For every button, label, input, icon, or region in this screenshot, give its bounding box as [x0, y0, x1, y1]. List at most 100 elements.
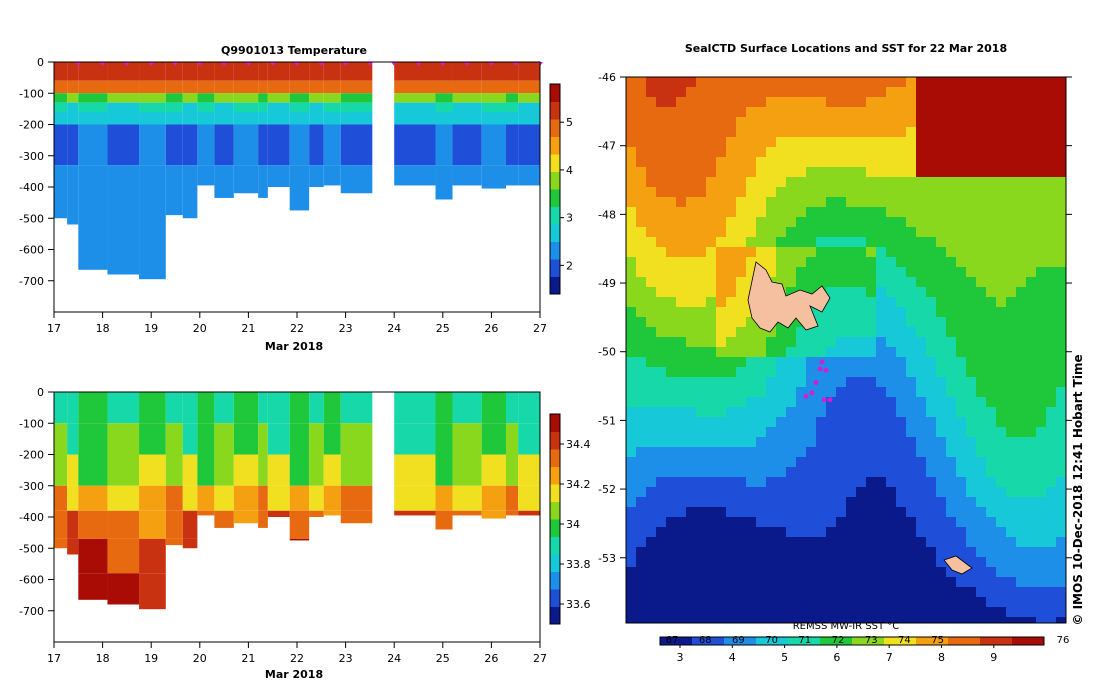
sst-cell	[886, 367, 897, 378]
sst-cell	[746, 77, 757, 88]
sst-cell	[916, 247, 927, 258]
section-cell	[267, 485, 290, 511]
sst-cell	[756, 87, 767, 98]
sst-cell	[986, 257, 997, 268]
sst-cell	[966, 257, 977, 268]
sst-cell	[1046, 507, 1057, 518]
sst-cell	[816, 307, 827, 318]
colorbar-swatch	[550, 431, 560, 450]
sst-cell	[686, 187, 697, 198]
x-tick-label: 21	[241, 322, 255, 335]
sst-cell	[626, 177, 637, 188]
sst-cell	[816, 497, 827, 508]
sst-cell	[916, 577, 927, 588]
sst-cell	[916, 387, 927, 398]
sst-cell	[876, 587, 887, 598]
sst-cell	[806, 217, 817, 228]
sst-cell	[946, 317, 957, 328]
sst-cell	[946, 357, 957, 368]
sst-cell	[876, 127, 887, 138]
sst-cell	[1036, 247, 1047, 258]
sst-cell	[676, 337, 687, 348]
sst-cell	[766, 197, 777, 208]
sst-cell	[626, 257, 637, 268]
sst-cell	[866, 377, 877, 388]
sst-cell	[676, 227, 687, 238]
sst-cell	[666, 577, 677, 588]
section-cell	[165, 80, 183, 94]
sst-cell	[926, 357, 937, 368]
sst-cell	[896, 97, 907, 108]
profile-marker	[294, 62, 300, 66]
sst-cell	[1006, 437, 1017, 448]
sst-cell	[966, 297, 977, 308]
sst-cell	[786, 387, 797, 398]
y-tick-label: -100	[19, 417, 44, 430]
sst-cell	[976, 117, 987, 128]
sst-cell	[986, 267, 997, 278]
sst-cell	[996, 87, 1007, 98]
sst-cell	[736, 537, 747, 548]
sst-cell	[886, 117, 897, 128]
sst-cell	[1016, 187, 1027, 198]
sst-cell	[736, 337, 747, 348]
sst-cell	[816, 87, 827, 98]
sst-cell	[776, 497, 787, 508]
sst-cell	[886, 347, 897, 358]
sst-cell	[886, 607, 897, 618]
sst-cell	[846, 537, 857, 548]
sst-cell	[726, 397, 737, 408]
sst-cell	[896, 77, 907, 88]
sst-cell	[1026, 227, 1037, 238]
sst-cell	[716, 427, 727, 438]
sst-cell	[1026, 477, 1037, 488]
sst-cell	[896, 107, 907, 118]
sst-cell	[876, 217, 887, 228]
sst-cell	[996, 477, 1007, 488]
sst-cell	[626, 527, 637, 538]
sst-cell	[636, 177, 647, 188]
sst-cell	[926, 277, 937, 288]
lat-tick-label: -49	[598, 277, 616, 290]
sst-cell	[796, 537, 807, 548]
sst-cell	[936, 197, 947, 208]
section-cell	[340, 112, 373, 125]
sst-cell	[876, 297, 887, 308]
sst-cell	[776, 487, 787, 498]
sst-cell	[706, 127, 717, 138]
sst-cell	[866, 537, 877, 548]
sst-cell	[1016, 257, 1027, 268]
sst-cell	[1036, 127, 1047, 138]
sst-cell	[1016, 247, 1027, 258]
section-cell	[165, 423, 183, 455]
sst-cell	[866, 327, 877, 338]
sst-cell	[896, 357, 907, 368]
sst-cell	[876, 387, 887, 398]
sst-cell	[706, 397, 717, 408]
sst-cell	[746, 337, 757, 348]
section-cell	[481, 93, 506, 103]
sst-cell	[956, 217, 967, 228]
sst-cell	[636, 417, 647, 428]
sst-cell	[896, 417, 907, 428]
sst-cell	[786, 137, 797, 148]
sst-cell	[746, 437, 757, 448]
section-cell	[233, 62, 259, 81]
sst-cell	[676, 317, 687, 328]
sst-cell	[886, 447, 897, 458]
sst-cell	[846, 77, 857, 88]
sst-fahrenheit-label: 70	[765, 635, 778, 646]
sst-cell	[756, 387, 767, 398]
y-tick-label: -500	[19, 212, 44, 225]
sst-cell	[1056, 437, 1066, 448]
sst-cell	[656, 237, 667, 248]
sst-cell	[976, 557, 987, 568]
sst-cell	[686, 407, 697, 418]
sst-cell	[686, 157, 697, 168]
sst-cell	[956, 327, 967, 338]
sst-cell	[986, 437, 997, 448]
sst-cell	[896, 277, 907, 288]
section-cell	[214, 102, 234, 112]
